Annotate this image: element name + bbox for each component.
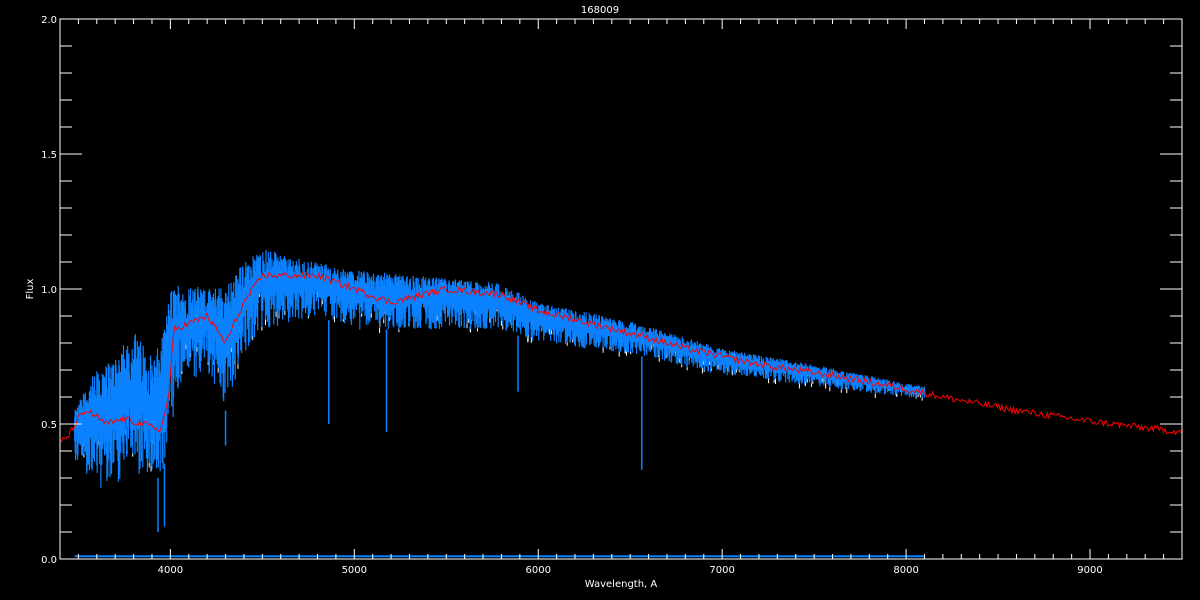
y-tick-label: 0.0 <box>41 555 57 566</box>
x-tick-label: 5000 <box>342 565 367 576</box>
y-tick-label: 1.0 <box>41 285 57 296</box>
y-tick-label: 0.5 <box>41 420 57 431</box>
model-spectrum <box>59 270 1182 443</box>
plot-area <box>59 249 1182 558</box>
y-tick-label: 2.0 <box>41 15 57 26</box>
x-tick-label: 4000 <box>158 565 183 576</box>
observed-spectrum <box>74 249 926 489</box>
x-tick-label: 9000 <box>1077 565 1102 576</box>
chart-title: 168009 <box>581 5 619 16</box>
y-axis-label: Flux <box>25 279 36 300</box>
x-tick-label: 6000 <box>526 565 551 576</box>
x-tick-label: 7000 <box>709 565 734 576</box>
x-axis-label: Wavelength, A <box>585 579 658 590</box>
axes: 4000 5000 6000 7000 8000 9000 0.0 0.5 1.0 1.5 2.0 <box>41 15 1183 576</box>
y-tick-label: 1.5 <box>41 150 57 161</box>
x-tick-label: 8000 <box>893 565 918 576</box>
